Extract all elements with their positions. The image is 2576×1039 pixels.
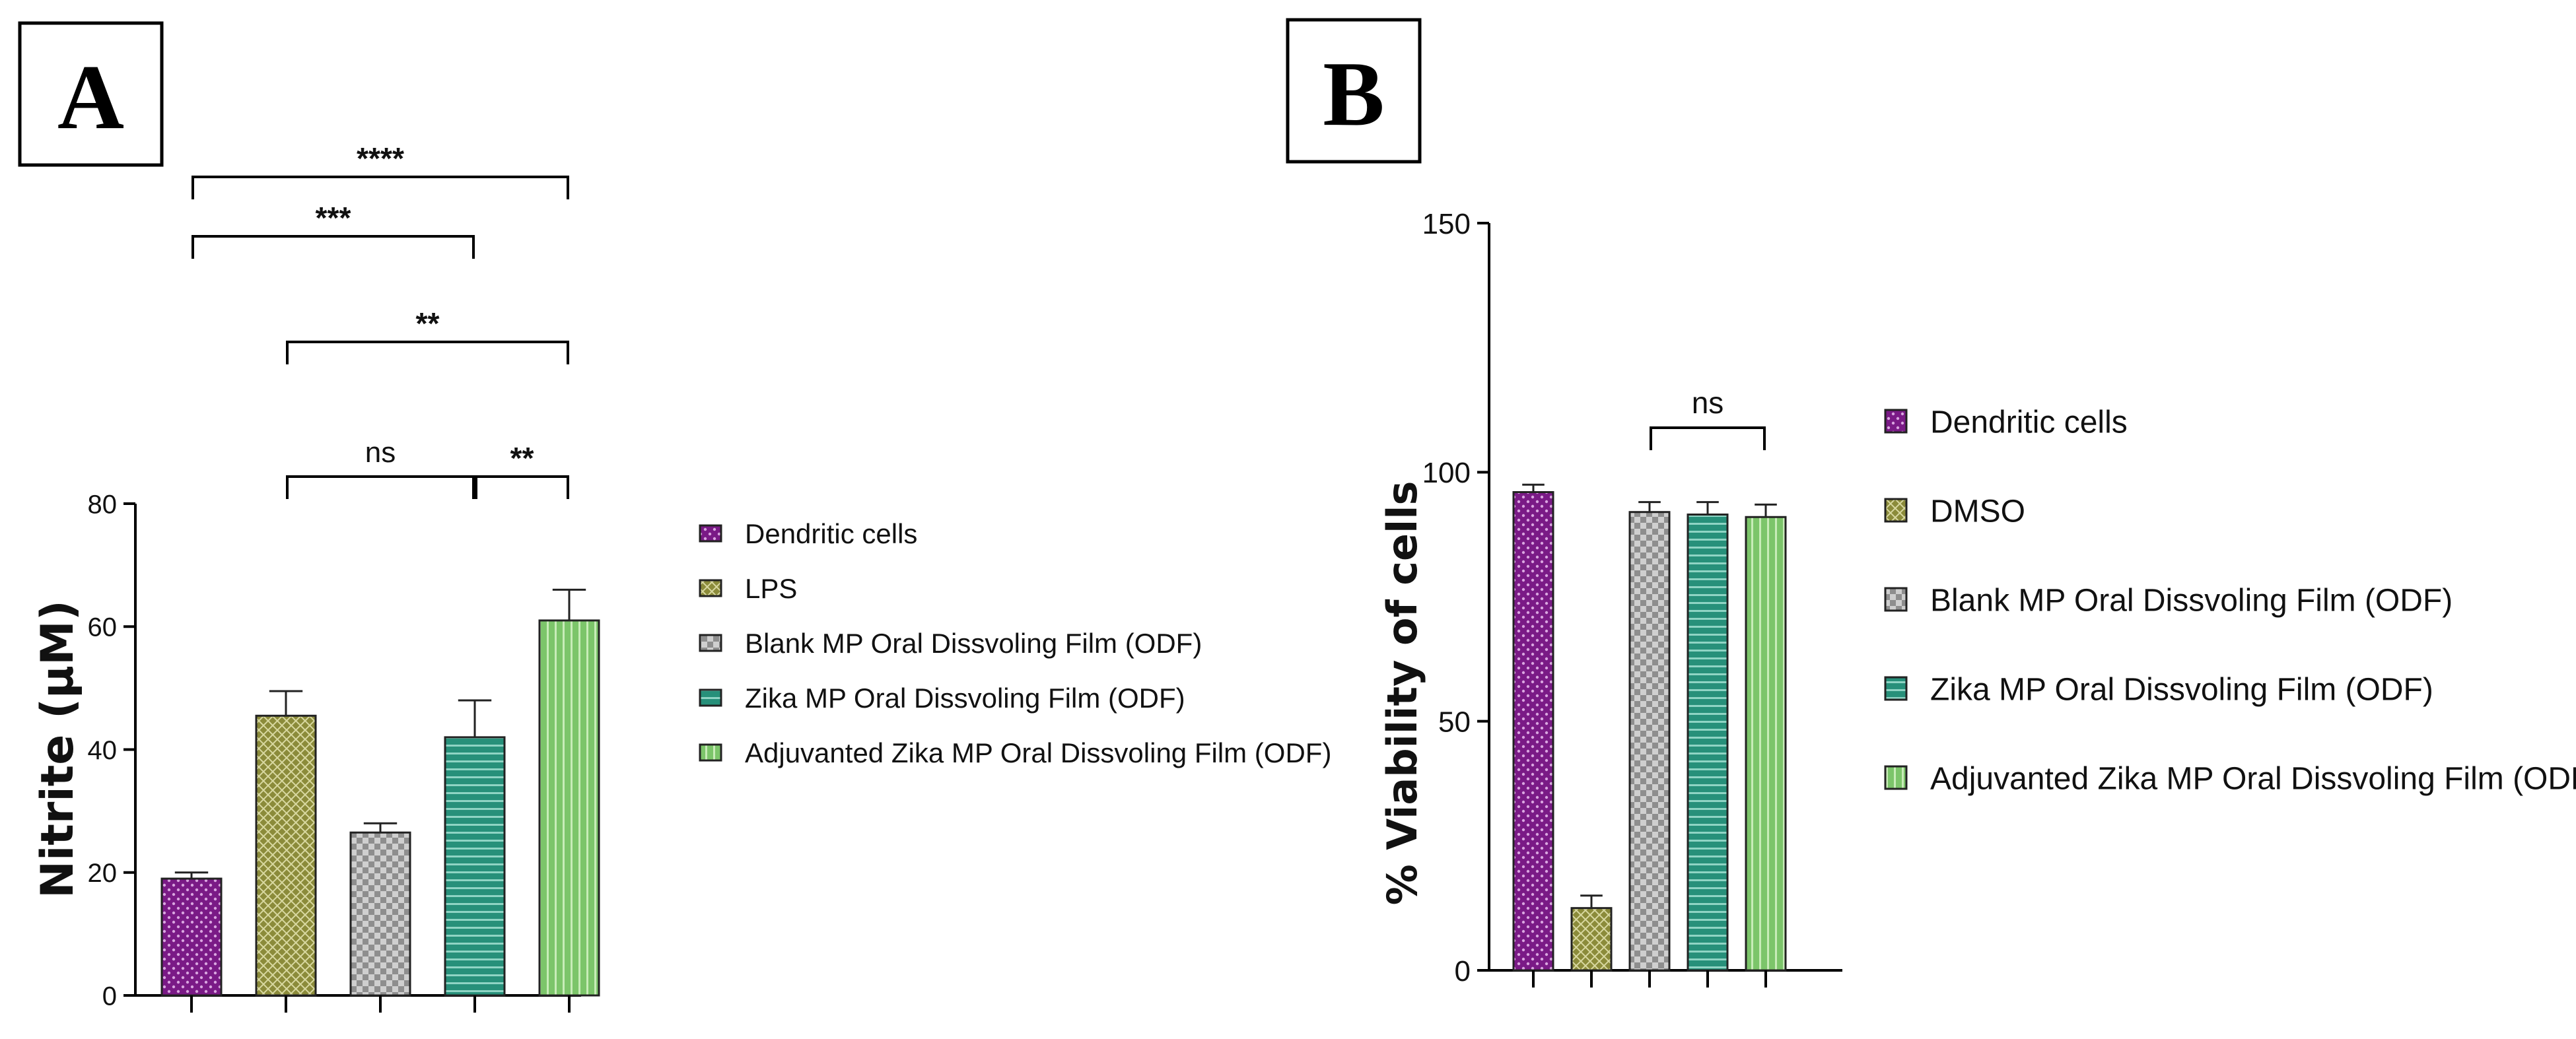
panel-letter: A <box>57 46 124 149</box>
legend-label: LPS <box>745 573 797 604</box>
y-tick-label: 150 <box>1422 208 1471 240</box>
significance-bracket <box>286 475 475 499</box>
significance-label: ** <box>510 441 534 475</box>
significance-bracket <box>286 341 569 364</box>
significance-bracket <box>191 235 475 259</box>
panel-b: B 0 50 100 150 % Viability of cells ns Dendriti… <box>1286 18 2576 988</box>
legend-label: Adjuvanted Zika MP Oral Dissvoling Film … <box>745 737 1331 768</box>
y-tick-label: 80 <box>88 490 118 519</box>
legend-swatch-3 <box>1884 587 1908 612</box>
significance-label: *** <box>316 201 351 235</box>
y-tick-label: 100 <box>1422 457 1471 489</box>
bar-5 <box>1745 516 1787 972</box>
significance-bracket <box>475 475 569 499</box>
significance-label: ** <box>416 306 440 341</box>
y-tick-label: 60 <box>88 613 118 642</box>
legend-swatch-4 <box>1884 676 1908 701</box>
y-tick-label: 20 <box>88 859 118 888</box>
y-tick-label: 50 <box>1438 706 1471 739</box>
bar-2 <box>255 714 317 997</box>
bar-2 <box>1570 907 1613 972</box>
panel-letter-box <box>1286 18 1422 164</box>
legend-swatch-5 <box>699 743 722 762</box>
significance-bracket <box>191 176 569 199</box>
y-tick-label: 0 <box>1455 955 1471 988</box>
legend-label: Zika MP Oral Dissvoling Film (ODF) <box>745 683 1185 714</box>
legend-label: Blank MP Oral Dissvoling Film (ODF) <box>745 628 1202 659</box>
legend-label: Blank MP Oral Dissvoling Film (ODF) <box>1930 583 2453 618</box>
legend-swatch-2 <box>1884 498 1908 523</box>
significance-label: ns <box>1692 385 1724 420</box>
legend-label: Dendritic cells <box>1930 405 2128 440</box>
legend-swatch-4 <box>699 688 722 707</box>
legend-label: Adjuvanted Zika MP Oral Dissvoling Film … <box>1930 761 2576 796</box>
bar-3 <box>349 831 411 997</box>
legend-swatch-5 <box>1884 765 1908 790</box>
legend-swatch-3 <box>699 634 722 652</box>
bar-3 <box>1628 511 1671 972</box>
legend-label: DMSO <box>1930 494 2025 529</box>
y-axis-title: Nitrite (µM) <box>32 600 84 898</box>
panel-letter-box <box>18 21 164 167</box>
bar-5 <box>538 619 600 997</box>
bar-4 <box>444 736 506 997</box>
legend-swatch-2 <box>699 579 722 597</box>
bar-1 <box>1512 491 1554 972</box>
legend-label: Dendritic cells <box>745 518 917 549</box>
legend-swatch-1 <box>699 524 722 543</box>
significance-label: ns <box>365 436 396 469</box>
y-tick-label: 40 <box>88 736 118 765</box>
legend-label: Zika MP Oral Dissvoling Film (ODF) <box>1930 672 2433 707</box>
bar-1 <box>160 877 223 997</box>
bar-4 <box>1687 513 1729 972</box>
legend-swatch-1 <box>1884 409 1908 434</box>
y-tick-label: 0 <box>102 982 117 1011</box>
significance-bracket <box>1650 426 1766 450</box>
significance-label: **** <box>357 141 404 176</box>
panel-letter: B <box>1323 43 1384 145</box>
y-axis-title: % Viability of cells <box>1378 481 1426 906</box>
